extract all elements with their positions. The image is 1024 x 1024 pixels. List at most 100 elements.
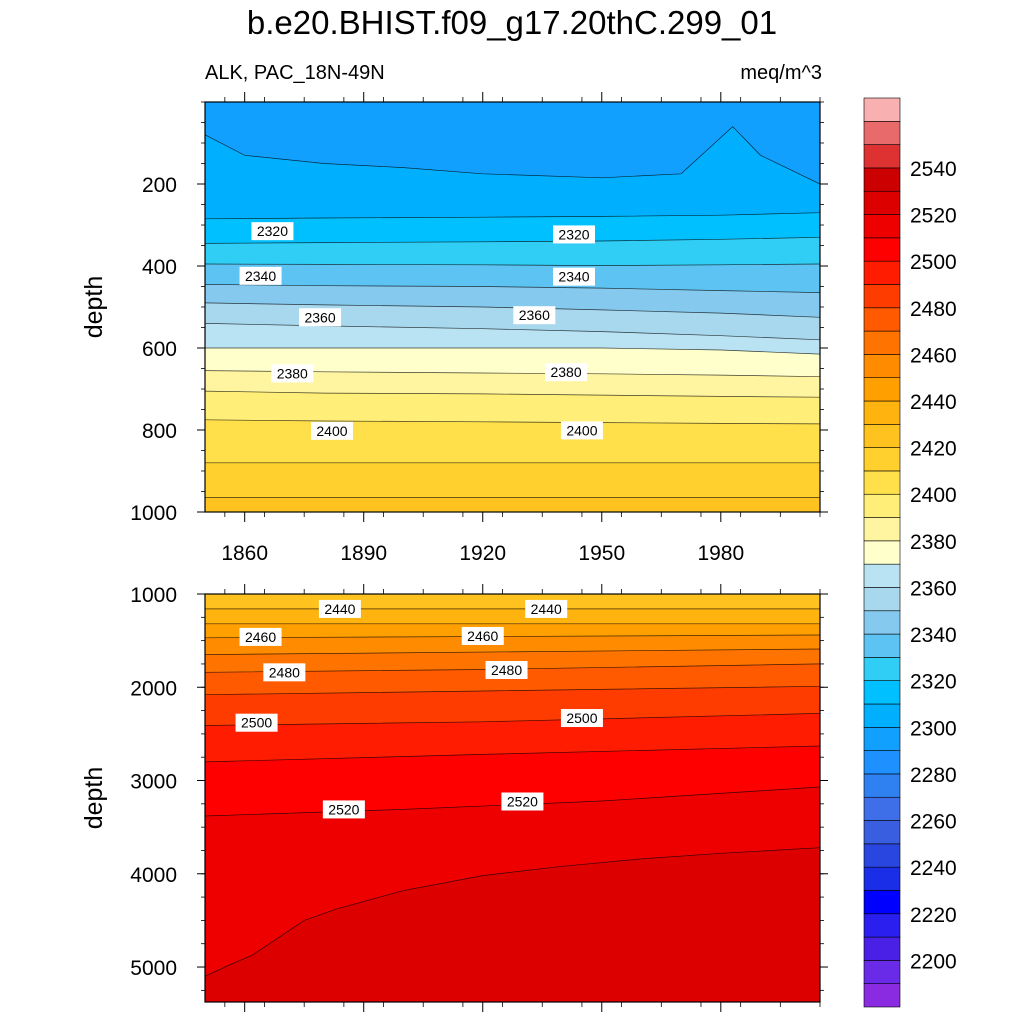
colorbar-tick-label: 2500 — [910, 251, 957, 274]
contour-label-text: 2340 — [245, 268, 276, 284]
contour-label: 2520 — [322, 800, 365, 819]
contour-label-box — [545, 363, 588, 382]
colorbar-tick-label: 2540 — [910, 158, 957, 181]
contour-label: 2400 — [560, 421, 603, 440]
colorbar-swatch — [863, 377, 901, 402]
y-tick-label: 600 — [142, 338, 177, 361]
figure-title: b.e20.BHIST.f09_g17.20thC.299_01 — [246, 4, 778, 41]
colorbar-swatch — [863, 750, 901, 775]
contour-label: 2500 — [560, 709, 603, 728]
contour-label: 2340 — [553, 267, 595, 286]
colorbar-tick-label: 2240 — [910, 857, 957, 880]
x-tick-label: 1950 — [578, 542, 625, 565]
contour-label: 2460 — [239, 627, 282, 646]
colorbar-swatch — [863, 424, 901, 448]
contour-label: 2460 — [461, 626, 504, 645]
contour-label-box — [525, 599, 568, 618]
contour-label-box — [299, 308, 342, 327]
contour-label-box — [239, 627, 282, 646]
contour-label-box — [239, 266, 282, 285]
y-axis-title: depth — [80, 276, 108, 339]
colorbar-tick-label: 2480 — [910, 298, 957, 321]
contour-label-text: 2400 — [316, 423, 347, 439]
colorbar-tick-label: 2220 — [910, 904, 957, 927]
colorbar-swatch — [863, 610, 901, 635]
colorbar-swatch — [863, 517, 901, 542]
contour-label-box — [553, 225, 595, 244]
colorbar-swatch — [863, 447, 901, 472]
contour-label: 2480 — [485, 661, 528, 680]
colorbar-swatch — [863, 796, 901, 821]
contour-label-box — [318, 599, 361, 618]
colorbar-tick-label: 2200 — [910, 950, 957, 973]
y-tick-label: 800 — [142, 420, 177, 443]
contour-label-box — [461, 626, 504, 645]
colorbar-swatch — [863, 400, 901, 425]
x-tick-label: 1890 — [340, 542, 387, 565]
contour-label-text: 2500 — [241, 715, 272, 731]
contour-label-text: 2380 — [550, 364, 581, 380]
contour-label: 2360 — [299, 308, 342, 327]
contour-label: 2400 — [310, 421, 353, 440]
colorbar: 2200 2220 2240 2260 2280 2300 2320 2340 2360 2380… — [863, 97, 957, 1008]
colorbar-swatch — [863, 633, 901, 658]
colorbar-tick-label: 2520 — [910, 205, 957, 228]
contour-label: 2320 — [251, 222, 294, 241]
colorbar-swatch — [863, 890, 901, 915]
contour-label: 2380 — [271, 364, 314, 383]
contour-label-text: 2520 — [328, 801, 359, 817]
contour-label: 2320 — [553, 225, 595, 244]
contour-label-text: 2520 — [507, 793, 538, 809]
contour-line-2500 — [205, 745, 820, 763]
colorbar-swatch — [863, 540, 901, 565]
colorbar-swatch — [863, 820, 901, 845]
contour-line-2400 — [205, 419, 820, 425]
contour-line-2300 — [205, 126, 820, 185]
contour-line-2390 — [205, 390, 820, 398]
colorbar-swatch — [863, 657, 901, 681]
colorbar-tick-label: 2260 — [910, 811, 957, 834]
contour-label-box — [310, 421, 353, 440]
colorbar-swatch — [863, 983, 901, 1008]
colorbar-swatch — [863, 936, 901, 961]
colorbar-swatch — [863, 284, 901, 309]
colorbar-swatch — [863, 354, 901, 378]
contour-label-text: 2340 — [558, 269, 589, 285]
contour-label-text: 2500 — [566, 710, 597, 726]
y-tick-label: 5000 — [130, 957, 177, 980]
contour-label-text: 2360 — [519, 307, 550, 323]
x-tick-label: 1860 — [221, 542, 268, 565]
contour-label-text: 2440 — [531, 601, 562, 617]
contour-line-2340 — [205, 284, 820, 293]
contour-line-2490 — [205, 713, 820, 726]
colorbar-tick-label: 2380 — [910, 531, 957, 554]
contour-label: 2480 — [263, 663, 306, 682]
panel-lower-frame — [204, 593, 821, 1003]
contour-label-box — [263, 663, 306, 682]
variable-region-label: ALK, PAC_18N-49N — [205, 62, 385, 84]
colorbar-swatch — [863, 680, 901, 705]
y-tick-label: 2000 — [130, 677, 177, 700]
contour-line-2460 — [205, 648, 820, 655]
colorbar-tick-label: 2440 — [910, 391, 957, 414]
colorbar-tick-label: 2340 — [910, 624, 957, 647]
colorbar-swatch — [863, 167, 901, 192]
colorbar-tick-label: 2420 — [910, 438, 957, 461]
colorbar-swatch — [863, 97, 901, 122]
panel-upper-plot: 2320 2320 2340 2340 2360 2360 2380 2380 2400 2400 — [205, 102, 820, 512]
contour-label-box — [560, 421, 603, 440]
contour-label-text: 2460 — [245, 629, 276, 645]
contour-label: 2340 — [239, 266, 282, 285]
colorbar-swatch — [863, 493, 901, 518]
contour-label-box — [251, 222, 294, 241]
colorbar-swatch — [863, 260, 901, 285]
contour-label-text: 2480 — [269, 664, 300, 680]
colorbar-swatch — [863, 960, 901, 984]
colorbar-swatch — [863, 330, 901, 355]
contour-line-2330 — [205, 263, 820, 266]
contour-line-2370 — [205, 347, 820, 355]
units-label: meq/m^3 — [740, 62, 822, 84]
colorbar-swatch — [863, 587, 901, 612]
contour-label-text: 2320 — [257, 223, 288, 239]
